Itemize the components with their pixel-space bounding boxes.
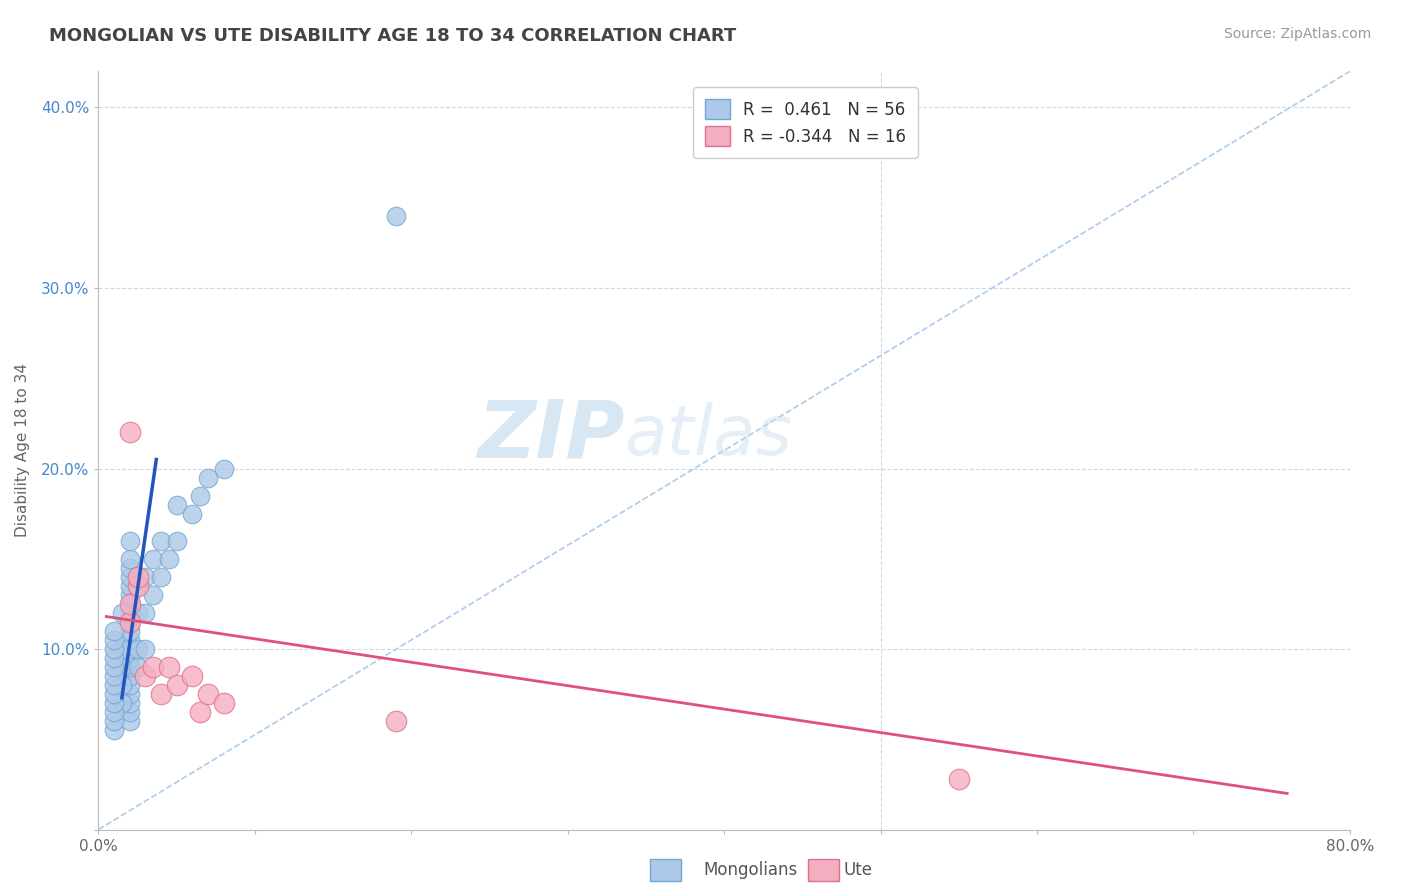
- Point: [103, 714, 125, 729]
- Text: atlas: atlas: [624, 401, 792, 469]
- Point: [103, 669, 125, 683]
- Point: [118, 633, 141, 648]
- Point: [197, 470, 219, 484]
- Point: [118, 615, 141, 629]
- Point: [118, 642, 141, 657]
- Y-axis label: Disability Age 18 to 34: Disability Age 18 to 34: [15, 363, 30, 538]
- Point: [103, 678, 125, 692]
- Point: [127, 642, 149, 657]
- Bar: [808, 859, 839, 881]
- Point: [118, 615, 141, 629]
- Point: [103, 705, 125, 719]
- Point: [142, 551, 165, 566]
- Point: [384, 714, 406, 729]
- Point: [103, 687, 125, 701]
- Point: [134, 570, 156, 584]
- Point: [150, 570, 173, 584]
- Point: [150, 533, 173, 548]
- Point: [188, 705, 211, 719]
- Point: [111, 696, 134, 710]
- Point: [166, 533, 188, 548]
- Text: MONGOLIAN VS UTE DISABILITY AGE 18 TO 34 CORRELATION CHART: MONGOLIAN VS UTE DISABILITY AGE 18 TO 34…: [49, 27, 737, 45]
- Point: [197, 687, 219, 701]
- Point: [118, 714, 141, 729]
- Point: [212, 461, 235, 475]
- Point: [103, 696, 125, 710]
- Point: [127, 579, 149, 593]
- Point: [103, 651, 125, 665]
- Legend: R =  0.461   N = 56, R = -0.344   N = 16: R = 0.461 N = 56, R = -0.344 N = 16: [693, 87, 918, 158]
- Point: [118, 606, 141, 620]
- Point: [127, 579, 149, 593]
- Point: [118, 696, 141, 710]
- Point: [103, 642, 125, 657]
- Point: [181, 669, 204, 683]
- Point: [142, 660, 165, 674]
- Point: [118, 579, 141, 593]
- Point: [118, 678, 141, 692]
- Point: [157, 660, 180, 674]
- Point: [127, 570, 149, 584]
- Point: [118, 660, 141, 674]
- Point: [118, 561, 141, 575]
- Point: [134, 642, 156, 657]
- Point: [166, 498, 188, 512]
- Point: [103, 660, 125, 674]
- Point: [127, 606, 149, 620]
- Point: [384, 209, 406, 223]
- Point: [118, 687, 141, 701]
- Point: [118, 533, 141, 548]
- Point: [212, 696, 235, 710]
- Point: [111, 606, 134, 620]
- Point: [134, 669, 156, 683]
- Point: [118, 597, 141, 611]
- Point: [118, 651, 141, 665]
- Point: [134, 606, 156, 620]
- Point: [150, 687, 173, 701]
- Point: [111, 642, 134, 657]
- Point: [157, 551, 180, 566]
- Point: [118, 425, 141, 440]
- Text: Ute: Ute: [844, 861, 873, 879]
- Point: [103, 723, 125, 738]
- Point: [118, 551, 141, 566]
- Point: [948, 772, 970, 786]
- Point: [103, 624, 125, 638]
- Text: ZIP: ZIP: [477, 396, 624, 475]
- Point: [118, 570, 141, 584]
- Point: [118, 588, 141, 602]
- Point: [188, 489, 211, 503]
- Point: [103, 633, 125, 648]
- Point: [181, 507, 204, 521]
- Point: [118, 597, 141, 611]
- Point: [111, 678, 134, 692]
- Point: [142, 588, 165, 602]
- Point: [118, 669, 141, 683]
- Text: Mongolians: Mongolians: [703, 861, 797, 879]
- Point: [118, 624, 141, 638]
- Text: Source: ZipAtlas.com: Source: ZipAtlas.com: [1223, 27, 1371, 41]
- Point: [111, 660, 134, 674]
- Point: [127, 660, 149, 674]
- Point: [118, 705, 141, 719]
- Bar: [650, 859, 681, 881]
- Point: [166, 678, 188, 692]
